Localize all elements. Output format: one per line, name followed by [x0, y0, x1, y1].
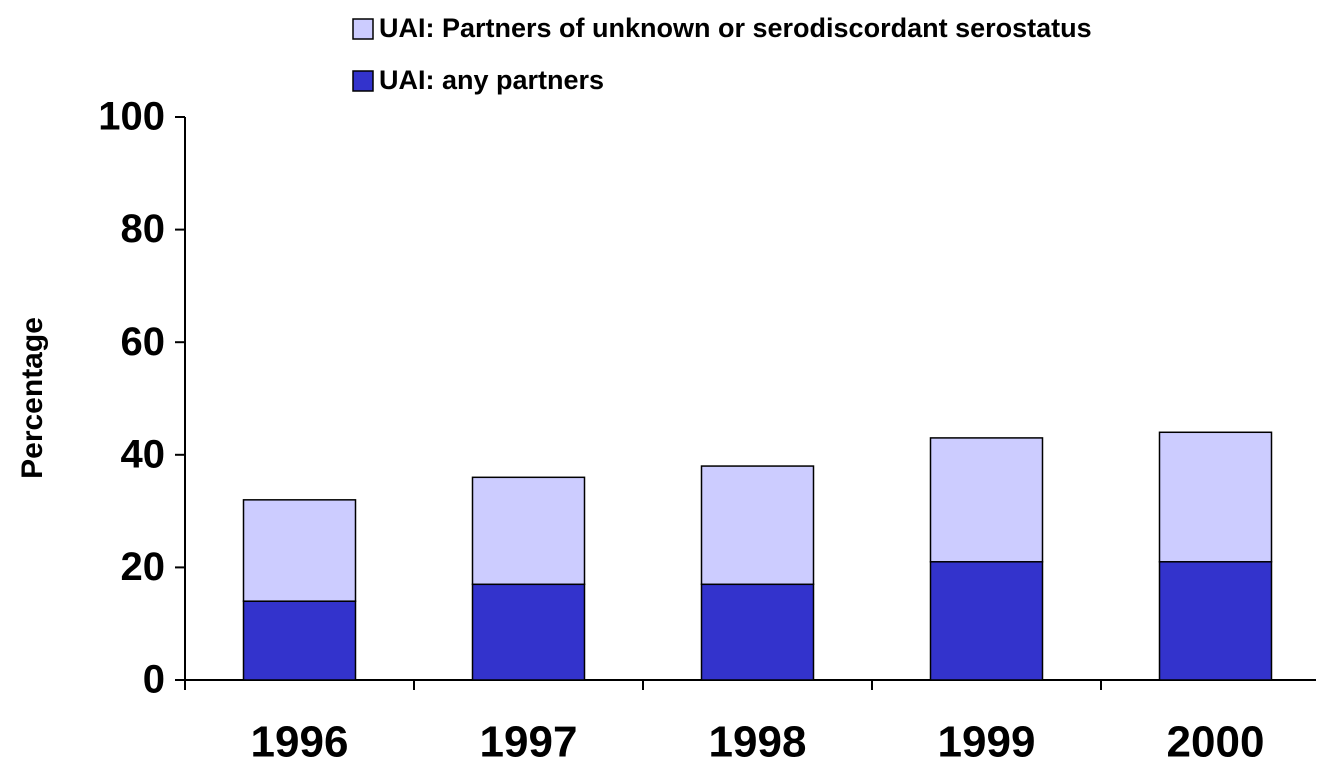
legend-label: UAI: Partners of unknown or serodiscorda… — [379, 13, 1092, 43]
y-tick-label: 100 — [98, 95, 165, 139]
bar-segment — [700, 465, 815, 586]
bar-segment — [929, 561, 1044, 681]
legend-swatch — [352, 70, 374, 92]
x-tick-label: 1998 — [709, 718, 807, 767]
bar-segment — [929, 437, 1044, 563]
bar-segment — [1158, 561, 1273, 681]
x-tick-label: 1997 — [480, 718, 578, 767]
bar-segment — [471, 583, 586, 681]
y-axis-label: Percentage — [16, 317, 49, 479]
y-tick-label: 20 — [121, 545, 166, 589]
bar-segment — [242, 600, 357, 681]
y-tick-label: 60 — [121, 320, 166, 364]
y-tick-label: 0 — [143, 658, 165, 702]
x-tick-label: 1999 — [938, 718, 1036, 767]
bar-segment — [471, 476, 586, 586]
x-tick-label: 1996 — [251, 718, 349, 767]
legend-label: UAI: any partners — [379, 65, 604, 95]
bar-segment — [700, 583, 815, 681]
legend-swatch — [352, 18, 374, 40]
y-tick-label: 80 — [121, 207, 166, 251]
y-tick-label: 40 — [121, 432, 166, 476]
bar-segment — [1158, 431, 1273, 563]
bar-segment — [242, 499, 357, 602]
x-tick-label: 2000 — [1167, 718, 1265, 767]
